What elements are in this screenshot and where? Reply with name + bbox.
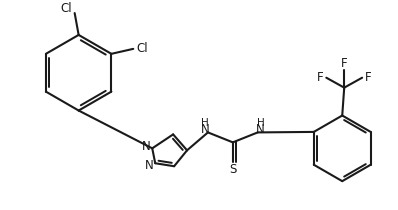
Text: F: F: [365, 71, 371, 84]
Text: Cl: Cl: [137, 42, 148, 55]
Text: N: N: [142, 140, 151, 153]
Text: Cl: Cl: [60, 1, 72, 14]
Text: F: F: [341, 57, 347, 70]
Text: N: N: [201, 123, 209, 136]
Text: N: N: [256, 123, 265, 136]
Text: F: F: [317, 71, 324, 84]
Text: S: S: [229, 163, 236, 176]
Text: H: H: [201, 118, 209, 129]
Text: N: N: [145, 159, 154, 172]
Text: H: H: [257, 118, 265, 129]
